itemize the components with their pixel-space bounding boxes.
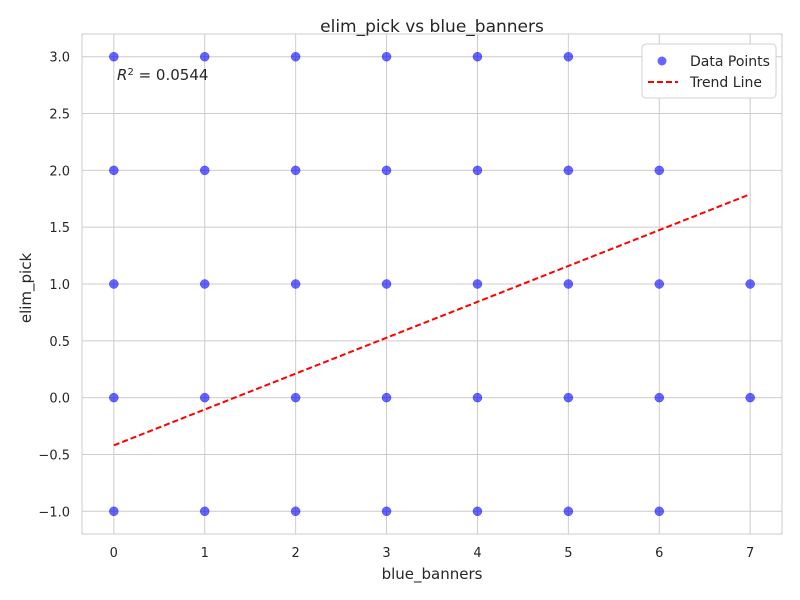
data-point <box>199 506 210 517</box>
y-tick-label: 1.5 <box>49 221 70 236</box>
data-point <box>199 279 210 289</box>
data-point <box>199 165 210 176</box>
x-tick-label: 3 <box>382 546 390 561</box>
data-point <box>563 506 574 517</box>
y-axis-label: elim_pick <box>17 253 36 324</box>
data-point <box>472 51 483 62</box>
x-axis-label: blue_banners <box>382 565 483 584</box>
data-point <box>381 392 392 403</box>
tick-labels: 0 1 2 3 4 5 6 7 −1.0 −0.5 0.0 0.5 1.0 1.5 2.0 2.5 3.0 <box>38 51 754 561</box>
data-point <box>109 51 119 62</box>
data-point <box>109 279 119 289</box>
trend-line <box>113 193 751 447</box>
x-tick-label: 1 <box>201 546 209 561</box>
legend-label-data-points: Data Points <box>690 54 770 70</box>
legend: Data Points Trend Line <box>641 43 777 99</box>
data-point <box>472 165 483 176</box>
data-point <box>654 392 665 403</box>
data-point <box>472 506 483 517</box>
data-point <box>654 279 665 289</box>
data-point <box>290 279 301 289</box>
data-point <box>563 51 574 62</box>
x-tick-label: 0 <box>110 546 118 561</box>
x-tick-label: 5 <box>564 546 572 561</box>
r-squared-value: = 0.0544 <box>134 66 209 84</box>
legend-label-trend-line: Trend Line <box>689 75 762 91</box>
y-tick-label: 1.0 <box>49 278 70 293</box>
y-tick-label: 2.5 <box>49 108 70 123</box>
data-point <box>199 51 210 62</box>
y-tick-label: 0.0 <box>49 392 70 407</box>
data-point <box>654 165 665 176</box>
legend-box <box>641 43 777 99</box>
data-point <box>199 392 210 403</box>
data-point <box>745 279 755 289</box>
x-tick-label: 4 <box>473 546 481 561</box>
data-point <box>563 392 574 403</box>
r-squared-exponent: 2 <box>127 67 133 78</box>
data-point <box>654 506 665 517</box>
data-point <box>290 506 301 517</box>
legend-marker-data-points <box>657 56 667 66</box>
data-point <box>109 165 119 176</box>
y-tick-label: −0.5 <box>38 448 70 463</box>
data-point <box>290 392 301 403</box>
data-point <box>381 51 392 62</box>
data-point <box>381 165 392 176</box>
r-squared-symbol: R <box>117 66 127 84</box>
data-point <box>109 506 119 517</box>
data-point <box>290 51 301 62</box>
y-tick-label: 2.0 <box>49 164 70 179</box>
y-tick-label: 0.5 <box>49 335 70 350</box>
data-point <box>472 279 483 289</box>
data-point <box>290 165 301 176</box>
x-tick-label: 7 <box>746 546 754 561</box>
x-tick-label: 6 <box>655 546 663 561</box>
y-tick-label: 3.0 <box>49 51 70 66</box>
data-point <box>745 392 755 403</box>
r-squared-annotation: R2 = 0.0544 <box>117 66 208 84</box>
data-point <box>381 279 392 289</box>
data-point <box>563 165 574 176</box>
chart-title: elim_pick vs blue_banners <box>320 17 544 37</box>
data-point <box>381 506 392 517</box>
data-points-layer <box>109 51 755 517</box>
y-tick-label: −1.0 <box>38 505 70 520</box>
data-point <box>109 392 119 403</box>
data-point <box>563 279 574 289</box>
trend-line-layer <box>113 193 751 447</box>
data-point <box>472 392 483 403</box>
x-tick-label: 2 <box>291 546 299 561</box>
